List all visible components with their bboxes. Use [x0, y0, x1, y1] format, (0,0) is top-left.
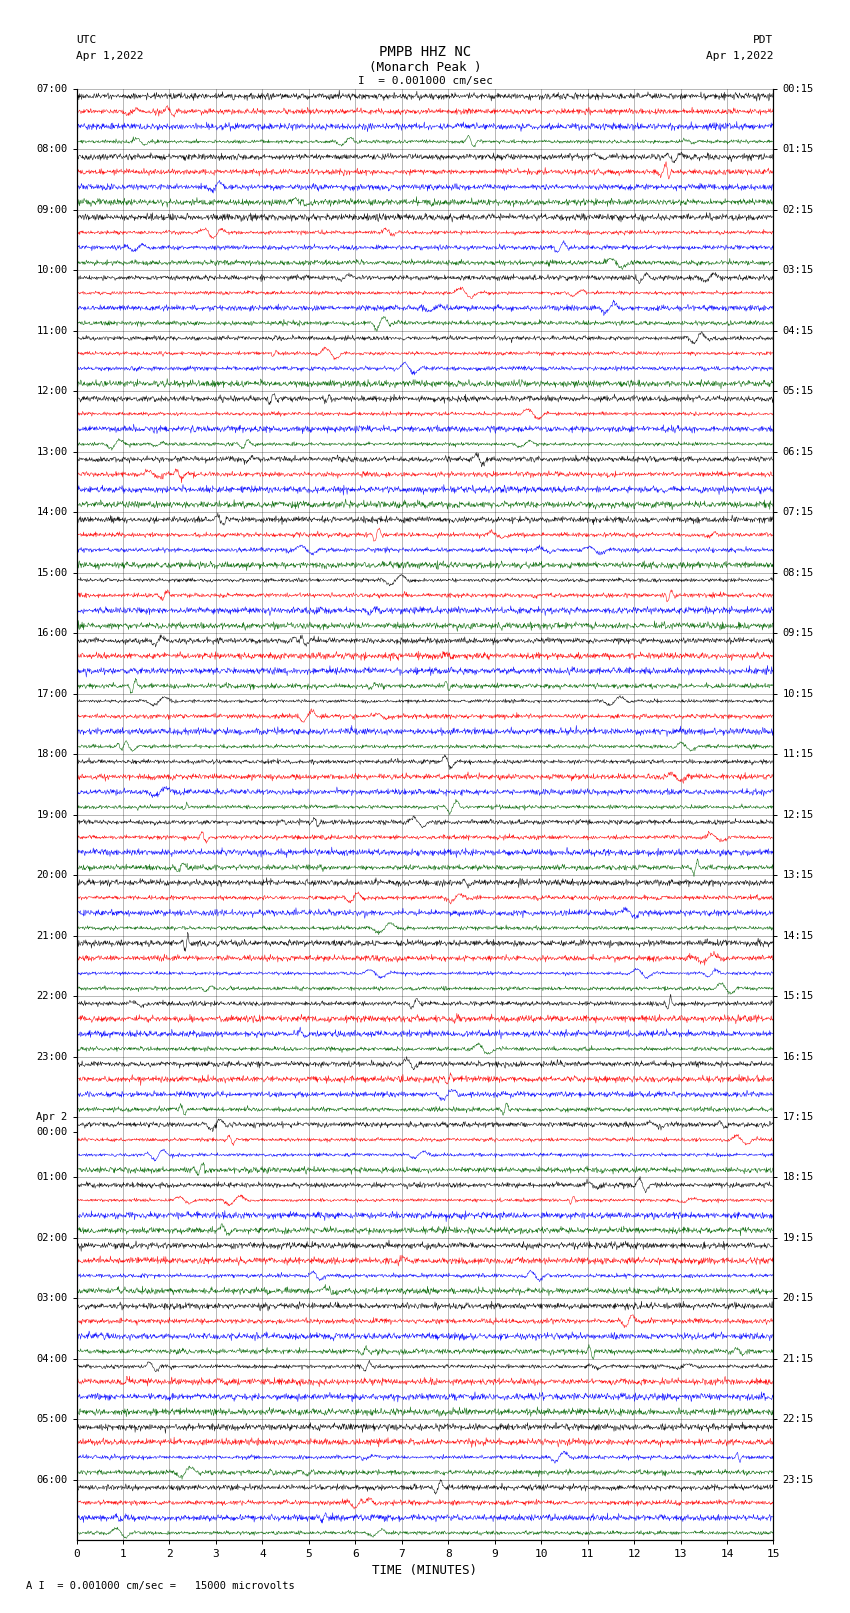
Text: Apr 1,2022: Apr 1,2022 [706, 52, 774, 61]
Text: PMPB HHZ NC: PMPB HHZ NC [379, 45, 471, 58]
Text: PDT: PDT [753, 35, 774, 45]
Text: (Monarch Peak ): (Monarch Peak ) [369, 61, 481, 74]
Text: I  = 0.001000 cm/sec: I = 0.001000 cm/sec [358, 76, 492, 85]
Text: UTC: UTC [76, 35, 97, 45]
X-axis label: TIME (MINUTES): TIME (MINUTES) [372, 1563, 478, 1576]
Text: A I  = 0.001000 cm/sec =   15000 microvolts: A I = 0.001000 cm/sec = 15000 microvolts [26, 1581, 294, 1590]
Text: Apr 1,2022: Apr 1,2022 [76, 52, 144, 61]
